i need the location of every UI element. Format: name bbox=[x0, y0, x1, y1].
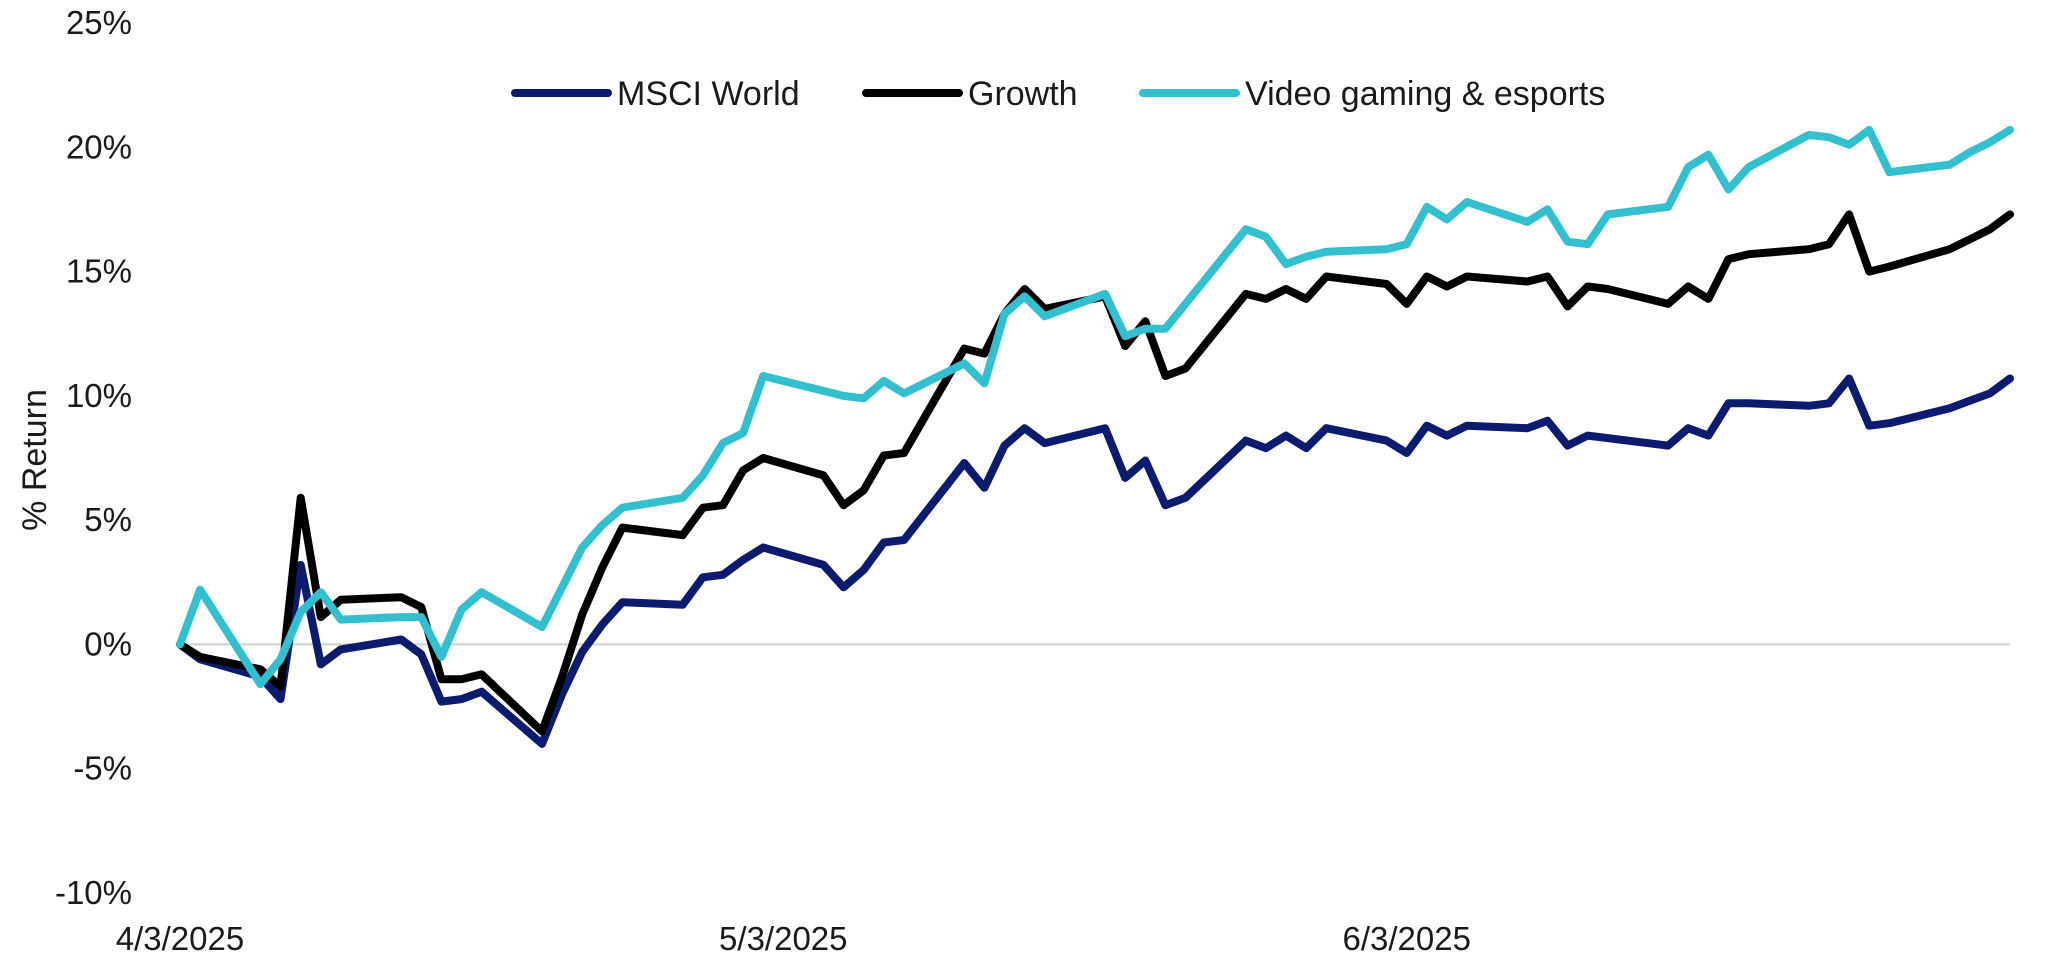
series-line-2 bbox=[176, 210, 2014, 736]
y-tick-label: 5% bbox=[84, 501, 132, 538]
x-tick-label: 4/3/2025 bbox=[116, 920, 244, 957]
y-tick-label: -5% bbox=[73, 750, 132, 787]
x-axis-ticks: 4/3/2025 5/3/2025 6/3/2025 bbox=[116, 920, 1471, 957]
legend-label: Growth bbox=[968, 75, 1078, 113]
y-axis-title: % Return bbox=[16, 389, 54, 531]
y-axis-ticks: -10% -5% 0% 5% 10% 15% 20% 25% bbox=[55, 4, 132, 911]
legend: MSCI World Growth Video gaming & esports bbox=[511, 75, 1605, 113]
y-axis-title-group: % Return bbox=[16, 389, 54, 531]
y-tick-label: 10% bbox=[66, 377, 132, 414]
y-tick-label: 20% bbox=[66, 128, 132, 165]
series-line-1 bbox=[176, 374, 2014, 748]
y-tick-label: 25% bbox=[66, 4, 132, 41]
y-tick-label: 15% bbox=[66, 253, 132, 290]
series-lines bbox=[176, 125, 2014, 748]
series-line-3 bbox=[176, 125, 2014, 689]
y-tick-label: -10% bbox=[55, 874, 132, 911]
legend-label: MSCI World bbox=[617, 75, 800, 113]
y-tick-label: 0% bbox=[84, 625, 132, 662]
legend-label: Video gaming & esports bbox=[1245, 75, 1605, 113]
x-tick-label: 5/3/2025 bbox=[719, 920, 847, 957]
x-tick-label: 6/3/2025 bbox=[1342, 920, 1470, 957]
